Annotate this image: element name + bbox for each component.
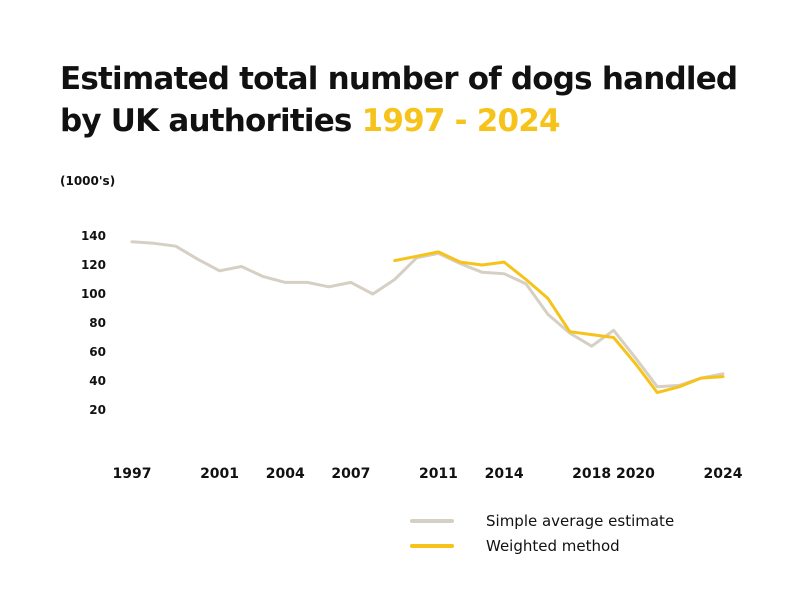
y-tick-label: 60: [89, 345, 106, 359]
y-tick-label: 20: [89, 403, 106, 417]
x-axis-ticks: 1997 2001 2004 2007 2011 2014 2018 2020 2024: [113, 466, 743, 482]
legend-label-simple-average: Simple average estimate: [486, 511, 675, 530]
chart-title-years: 1997 - 2024: [361, 103, 561, 139]
x-tick-label: 1997: [113, 466, 152, 482]
chart-title: Estimated total number of dogs handled b…: [60, 58, 780, 142]
x-tick-label: 2014: [485, 466, 524, 482]
series-line-weighted-method: [393, 250, 725, 395]
y-axis-ticks: 140 120 100 80 60 40 20: [81, 229, 106, 417]
chart-legend: Simple average estimate Weighted method: [410, 508, 674, 558]
chart-title-main: Estimated total number of dogs handled b…: [60, 61, 738, 139]
x-tick-label: 2001: [200, 466, 239, 482]
y-tick-label: 80: [89, 316, 106, 330]
y-axis-unit-label: (1000's): [60, 174, 116, 188]
chart-series: [130, 240, 725, 395]
x-tick-label: 2020: [616, 466, 655, 482]
line-chart: 140 120 100 80 60 40 20 1997 2001 2004 2007 2011 20…: [81, 229, 743, 482]
y-tick-label: 40: [89, 374, 106, 388]
y-tick-label: 140: [81, 229, 106, 243]
x-tick-label: 2018: [572, 466, 611, 482]
legend-label-weighted-method: Weighted method: [486, 536, 620, 555]
legend-swatch-weighted-method: [410, 543, 454, 548]
x-tick-label: 2024: [704, 466, 743, 482]
legend-item-weighted-method: Weighted method: [410, 533, 674, 558]
legend-item-simple-average: Simple average estimate: [410, 508, 674, 533]
x-tick-label: 2007: [331, 466, 370, 482]
series-line-simple-average-estimate: [130, 240, 725, 389]
y-tick-label: 100: [81, 287, 106, 301]
x-tick-label: 2011: [419, 466, 458, 482]
y-tick-label: 120: [81, 258, 106, 272]
x-tick-label: 2004: [266, 466, 305, 482]
legend-swatch-simple-average: [410, 518, 454, 523]
